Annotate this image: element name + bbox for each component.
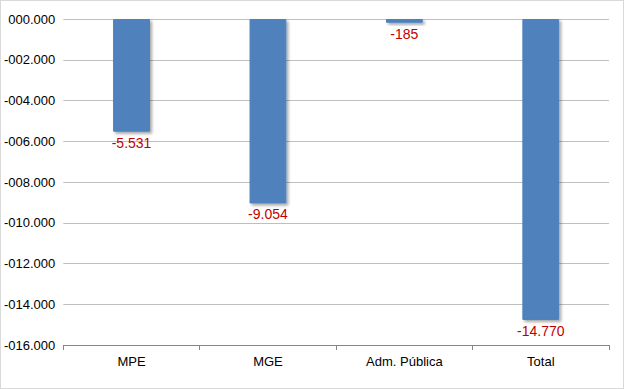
svg-text:-016.000: -016.000 [4,338,55,353]
svg-text:-14.770: -14.770 [517,323,565,339]
svg-text:-014.000: -014.000 [4,297,55,312]
svg-text:Total: Total [527,354,555,369]
svg-text:-008.000: -008.000 [4,175,55,190]
svg-text:-9.054: -9.054 [248,206,288,222]
svg-text:-010.000: -010.000 [4,215,55,230]
svg-text:-012.000: -012.000 [4,256,55,271]
svg-text:MPE: MPE [117,354,146,369]
svg-text:Adm. Pública: Adm. Pública [366,354,443,369]
svg-text:MGE: MGE [253,354,283,369]
svg-text:-5.531: -5.531 [112,135,152,151]
svg-text:-004.000: -004.000 [4,93,55,108]
svg-text:-185: -185 [390,26,418,42]
svg-text:000.000: 000.000 [8,12,55,27]
svg-text:-002.000: -002.000 [4,52,55,67]
svg-text:-006.000: -006.000 [4,134,55,149]
